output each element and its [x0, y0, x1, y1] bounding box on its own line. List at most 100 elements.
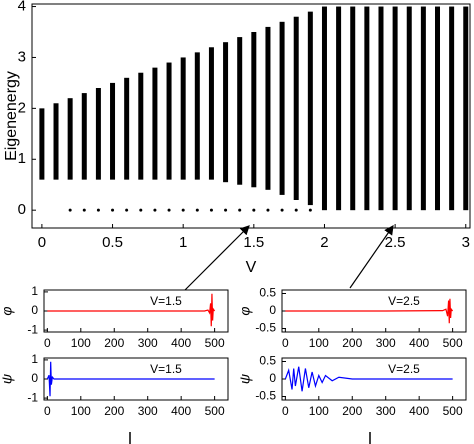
- energy-band: [110, 82, 116, 180]
- x-tick-label: 200: [104, 404, 124, 418]
- energy-band: [124, 77, 130, 180]
- y-tick-label: 1: [18, 150, 26, 167]
- y-tick-label: 0: [31, 303, 38, 317]
- x-tick-label: 100: [309, 404, 329, 418]
- y-tick-label: 1: [31, 284, 38, 298]
- energy-band: [406, 6, 412, 211]
- isolated-state: [68, 208, 72, 212]
- annotation: V=1.5: [150, 362, 182, 376]
- energy-band: [435, 6, 441, 211]
- y-axis-label: φ: [237, 306, 253, 315]
- energy-band: [67, 98, 73, 180]
- x-tick-label: 400: [171, 336, 191, 350]
- wave-line: [284, 366, 453, 392]
- energy-band: [420, 6, 426, 211]
- energy-band: [336, 6, 342, 211]
- x-tick-label: 300: [376, 336, 396, 350]
- energy-band: [152, 67, 158, 180]
- energy-band: [194, 52, 200, 180]
- isolated-state: [252, 208, 256, 212]
- wave-line: [47, 293, 216, 327]
- isolated-state: [209, 208, 213, 212]
- energy-band: [449, 6, 455, 211]
- y-tick-label: 0: [31, 371, 38, 385]
- energy-band: [279, 21, 285, 195]
- x-tick-label: 3: [462, 234, 470, 251]
- annotation: V=2.5: [388, 362, 420, 376]
- isolated-state: [153, 208, 157, 212]
- x-tick-label: 0: [44, 404, 51, 418]
- energy-band: [293, 16, 299, 201]
- energy-band: [208, 47, 214, 180]
- isolated-state: [125, 208, 129, 212]
- y-tick-label: 0: [269, 303, 276, 317]
- x-tick-label: 500: [443, 336, 463, 350]
- y-tick-label: 4: [18, 0, 26, 15]
- y-tick-label: 1: [31, 352, 38, 366]
- x-tick-label: 0: [44, 336, 51, 350]
- energy-band: [138, 72, 144, 180]
- plot-frame: [31, 3, 471, 229]
- x-tick-label: 500: [205, 404, 225, 418]
- y-tick-label: 0.5: [259, 354, 276, 368]
- isolated-state: [294, 208, 298, 212]
- annotation: V=1.5: [150, 294, 182, 308]
- isolated-state: [195, 208, 199, 212]
- isolated-state: [308, 208, 312, 212]
- isolated-state: [111, 208, 115, 212]
- x-tick-label: 400: [409, 404, 429, 418]
- x-tick-label: 200: [104, 336, 124, 350]
- x-tick-label: 0: [38, 234, 46, 251]
- y-tick-label: -0.5: [255, 321, 276, 335]
- isolated-state: [266, 208, 270, 212]
- x-tick-label: 2: [320, 234, 328, 251]
- energy-band: [463, 6, 469, 211]
- energy-band: [39, 108, 45, 180]
- isolated-state: [82, 208, 86, 212]
- isolated-state: [181, 208, 185, 212]
- x-tick-label: 100: [71, 336, 91, 350]
- energy-band: [95, 88, 101, 180]
- energy-band: [350, 6, 356, 211]
- isolated-state: [96, 208, 100, 212]
- energy-band: [166, 62, 172, 180]
- wave-line: [285, 298, 454, 324]
- energy-band: [237, 37, 243, 185]
- energy-band: [321, 6, 327, 211]
- energy-band: [223, 42, 229, 183]
- x-tick-label: 500: [443, 404, 463, 418]
- x-tick-label: 500: [205, 336, 225, 350]
- annotation: V=2.5: [388, 294, 420, 308]
- x-tick-label: 400: [409, 336, 429, 350]
- wave-line: [46, 361, 215, 397]
- energy-band: [307, 11, 313, 206]
- x-tick-label: 100: [309, 336, 329, 350]
- y-axis-label: Eigenenergy: [3, 71, 20, 161]
- x-tick-label: 0: [282, 336, 289, 350]
- x-tick-label: 200: [342, 404, 362, 418]
- energy-band: [180, 57, 186, 180]
- x-tick-label: 0.5: [102, 234, 123, 251]
- arrow: [349, 225, 394, 289]
- y-axis-label: ψ: [0, 374, 15, 384]
- isolated-state: [238, 208, 242, 212]
- isolated-state: [224, 208, 228, 212]
- y-axis-label: ψ: [237, 374, 253, 384]
- x-axis-label: V: [246, 259, 257, 276]
- y-axis-label: φ: [0, 306, 15, 315]
- x-tick-label: 200: [342, 336, 362, 350]
- x-tick-label: 300: [376, 404, 396, 418]
- energy-band: [81, 93, 87, 180]
- y-tick-label: 3: [18, 48, 26, 65]
- isolated-state: [139, 208, 143, 212]
- x-tick-label: 100: [71, 404, 91, 418]
- arrow: [184, 225, 250, 291]
- energy-band: [251, 32, 257, 188]
- y-tick-label: -1: [27, 390, 38, 404]
- y-tick-label: 2: [18, 99, 26, 116]
- isolated-state: [167, 208, 171, 212]
- y-tick-label: -1: [27, 322, 38, 336]
- y-tick-label: 0: [269, 371, 276, 385]
- energy-band: [392, 6, 398, 211]
